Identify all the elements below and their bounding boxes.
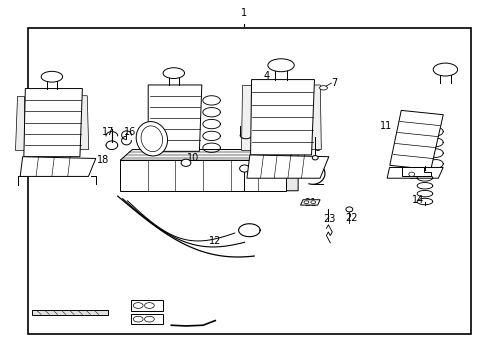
Text: 17: 17 [102, 127, 114, 136]
Text: 18: 18 [97, 155, 109, 165]
Text: 20: 20 [311, 164, 323, 174]
Ellipse shape [319, 86, 327, 90]
Text: 15: 15 [148, 129, 160, 138]
Text: 4: 4 [263, 71, 269, 81]
Text: 19: 19 [243, 125, 255, 135]
Ellipse shape [136, 122, 167, 156]
Ellipse shape [133, 316, 143, 322]
Polygon shape [131, 301, 163, 311]
Text: 6: 6 [446, 67, 451, 77]
Polygon shape [24, 89, 82, 157]
Polygon shape [311, 85, 321, 149]
Bar [27, 28, 470, 334]
Ellipse shape [144, 303, 154, 309]
Polygon shape [285, 149, 298, 191]
Ellipse shape [133, 303, 143, 309]
Polygon shape [120, 160, 285, 191]
Text: 11: 11 [379, 121, 391, 131]
Text: 12: 12 [209, 236, 221, 246]
Polygon shape [15, 96, 24, 149]
Polygon shape [120, 149, 298, 160]
Polygon shape [389, 111, 442, 170]
Ellipse shape [144, 316, 154, 322]
Polygon shape [401, 167, 430, 176]
Text: 1: 1 [241, 8, 247, 18]
Ellipse shape [181, 159, 190, 166]
Text: 10: 10 [187, 153, 199, 163]
Polygon shape [246, 155, 328, 178]
Ellipse shape [310, 201, 315, 204]
Ellipse shape [312, 156, 318, 160]
Text: 22: 22 [345, 213, 357, 222]
Polygon shape [300, 200, 320, 205]
Text: 14: 14 [410, 195, 423, 205]
Ellipse shape [304, 201, 308, 204]
Text: 5: 5 [139, 177, 145, 187]
Ellipse shape [239, 165, 249, 172]
Text: 7: 7 [331, 78, 337, 88]
Text: 3: 3 [241, 164, 247, 174]
Ellipse shape [432, 63, 457, 76]
Ellipse shape [345, 207, 352, 212]
Polygon shape [20, 157, 96, 176]
Polygon shape [241, 85, 250, 149]
Bar [32, 310, 108, 315]
Text: 8: 8 [314, 143, 320, 153]
Text: 16: 16 [123, 127, 136, 136]
Ellipse shape [408, 172, 414, 176]
Ellipse shape [41, 71, 62, 82]
Polygon shape [131, 314, 163, 324]
Polygon shape [80, 96, 88, 149]
Text: 23: 23 [323, 215, 335, 224]
Text: 9: 9 [273, 150, 279, 160]
Text: 2: 2 [275, 82, 281, 92]
Polygon shape [250, 80, 314, 155]
Polygon shape [148, 85, 202, 151]
Ellipse shape [267, 59, 294, 72]
Ellipse shape [141, 126, 163, 152]
Ellipse shape [163, 68, 184, 78]
Polygon shape [386, 167, 442, 178]
Text: 13: 13 [408, 171, 421, 181]
Text: 21: 21 [304, 198, 316, 208]
